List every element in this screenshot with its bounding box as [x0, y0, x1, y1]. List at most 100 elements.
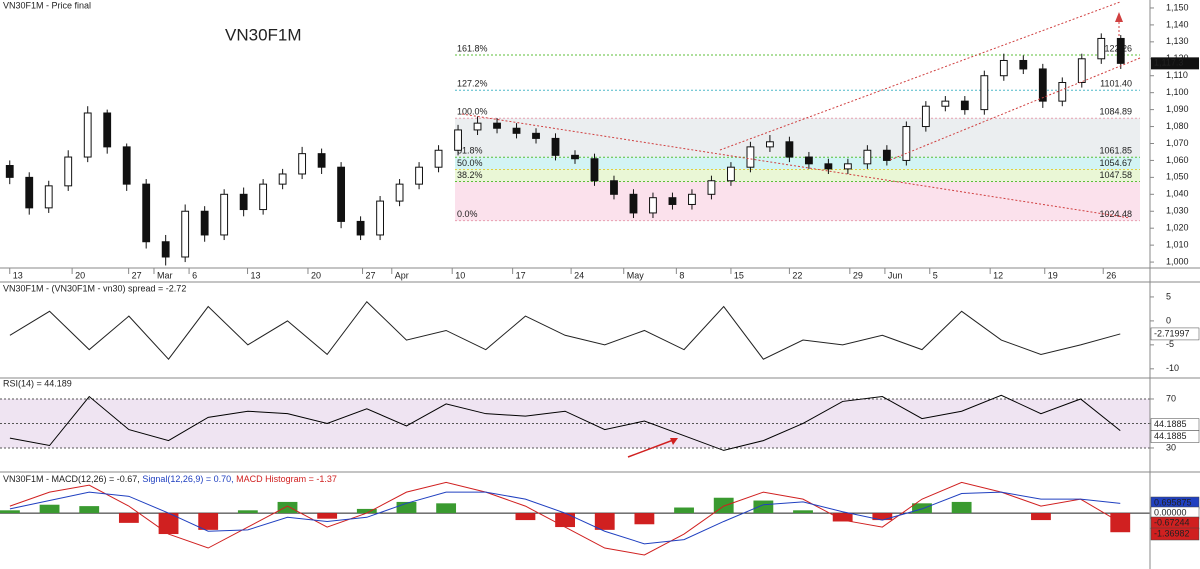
- histogram-bar: [0, 510, 20, 514]
- x-tick-label: 20: [311, 270, 321, 280]
- histogram-bar: [436, 503, 457, 514]
- candle-body: [259, 183, 268, 211]
- candle-body: [103, 112, 112, 148]
- histogram-bar: [237, 510, 258, 514]
- x-tick-label: 13: [13, 270, 23, 280]
- candle-body: [1116, 37, 1125, 64]
- marks-layer: 1,000 1,010 1,020 1,030 1,040 1,050 1,060 1,070…: [0, 2, 1200, 556]
- fib-name: 100.0%: [457, 107, 488, 117]
- histogram-bar: [832, 513, 853, 522]
- y-tick-label: 1,020: [1166, 223, 1189, 233]
- fib-price: 1047.58: [1099, 170, 1132, 180]
- fib-band: [455, 181, 1140, 221]
- candle-body: [1019, 59, 1028, 70]
- pane-title: VN30F1M - Price final: [3, 0, 91, 10]
- histogram-bar: [118, 513, 139, 523]
- candle-body: [434, 149, 443, 168]
- zero-label: 0.00000: [1154, 507, 1187, 517]
- x-tick-label: 13: [251, 270, 261, 280]
- candle-body: [980, 75, 989, 111]
- histogram-bar: [1031, 513, 1051, 521]
- candle-body: [551, 137, 560, 156]
- last-value-box: [1150, 327, 1200, 341]
- candle-body: [298, 153, 307, 175]
- histogram-bar: [356, 508, 377, 514]
- signal-line: [9, 491, 1121, 545]
- histogram-bar: [198, 513, 219, 530]
- last-value: 44.1885: [1154, 419, 1187, 429]
- candle-body: [707, 180, 716, 195]
- candle-body: [181, 210, 190, 258]
- candle-body: [921, 105, 930, 128]
- rsi-band: [0, 398, 1150, 448]
- candle-body: [629, 193, 638, 214]
- candle-body: [493, 122, 501, 129]
- x-tick-label: 20: [75, 270, 85, 280]
- x-tick-label: 6: [192, 270, 197, 280]
- last-value: -2.71997: [1154, 328, 1190, 338]
- candle-body: [473, 122, 482, 131]
- y-tick-label: 1,100: [1166, 87, 1189, 97]
- histogram-value-box: [1150, 527, 1200, 541]
- candle-body: [571, 154, 579, 160]
- target-arrow-head: [1115, 12, 1123, 22]
- fib-price: 1024.48: [1099, 209, 1132, 219]
- histogram-bar: [79, 506, 100, 514]
- candle-body: [454, 129, 462, 151]
- y-tick-label: 1,130: [1166, 36, 1189, 46]
- candle-body: [668, 197, 677, 205]
- y-tick-label: 0: [1166, 315, 1171, 325]
- candle-body: [902, 126, 911, 161]
- candle-body: [863, 149, 872, 165]
- candle-body: [785, 141, 794, 158]
- histogram-value: -1.36982: [1154, 528, 1190, 538]
- y-tick-label: 1,000: [1166, 256, 1189, 266]
- fib-name: 127.2%: [457, 79, 488, 89]
- histogram-bar: [753, 500, 774, 514]
- x-tick-label: May: [627, 270, 645, 280]
- y-tick-label: 1,050: [1166, 172, 1189, 182]
- x-tick-label: 17: [516, 270, 526, 280]
- y-tick-label: 1,060: [1166, 155, 1189, 165]
- channel-line: [719, 1, 1121, 151]
- histogram-bar: [793, 510, 813, 514]
- candle-body: [5, 165, 14, 178]
- y-tick-label: 5: [1166, 291, 1171, 301]
- histogram-bar: [317, 513, 338, 519]
- y-tick-label: 1,150: [1166, 2, 1189, 12]
- fib-name: 61.8%: [457, 146, 483, 156]
- x-tick-label: 10: [455, 270, 465, 280]
- x-tick-label: Jun: [888, 270, 903, 280]
- histogram-bar: [515, 513, 536, 521]
- macd-value: -0.67244: [1154, 517, 1190, 527]
- y-tick-label: 1,090: [1166, 104, 1189, 114]
- histogram-bar: [555, 513, 575, 528]
- y-tick-label: 30: [1166, 442, 1176, 452]
- candle-body: [960, 100, 969, 111]
- fib-name: 161.8%: [457, 43, 488, 53]
- fib-name: 38.2%: [457, 170, 483, 180]
- x-tick-label: 26: [1106, 270, 1116, 280]
- fib-price: 1084.89: [1099, 107, 1132, 117]
- candle-body: [356, 220, 365, 236]
- fib-name: 0.0%: [457, 209, 478, 219]
- histogram-bar: [594, 513, 615, 530]
- candle-body: [610, 180, 618, 195]
- histogram-bar: [951, 501, 972, 514]
- fib-name: 50.0%: [457, 158, 483, 168]
- annotation-arrow: [627, 438, 677, 458]
- trend-line: [461, 113, 1131, 219]
- title-part: MACD Histogram = -1.37: [236, 474, 337, 484]
- spread-line: [9, 300, 1121, 361]
- histogram-bar: [158, 513, 179, 535]
- x-tick-label: 12: [993, 270, 1003, 280]
- macd-line: [9, 481, 1121, 556]
- annotation-arrow-head: [670, 438, 678, 445]
- histogram-bar: [39, 504, 60, 514]
- pane-title: RSI(14) = 44.189: [3, 378, 72, 388]
- y-tick-label: 1,070: [1166, 138, 1189, 148]
- fib-price: 1054.67: [1099, 158, 1132, 168]
- candle-body: [688, 193, 696, 205]
- y-tick-label: 1,110: [1166, 70, 1188, 80]
